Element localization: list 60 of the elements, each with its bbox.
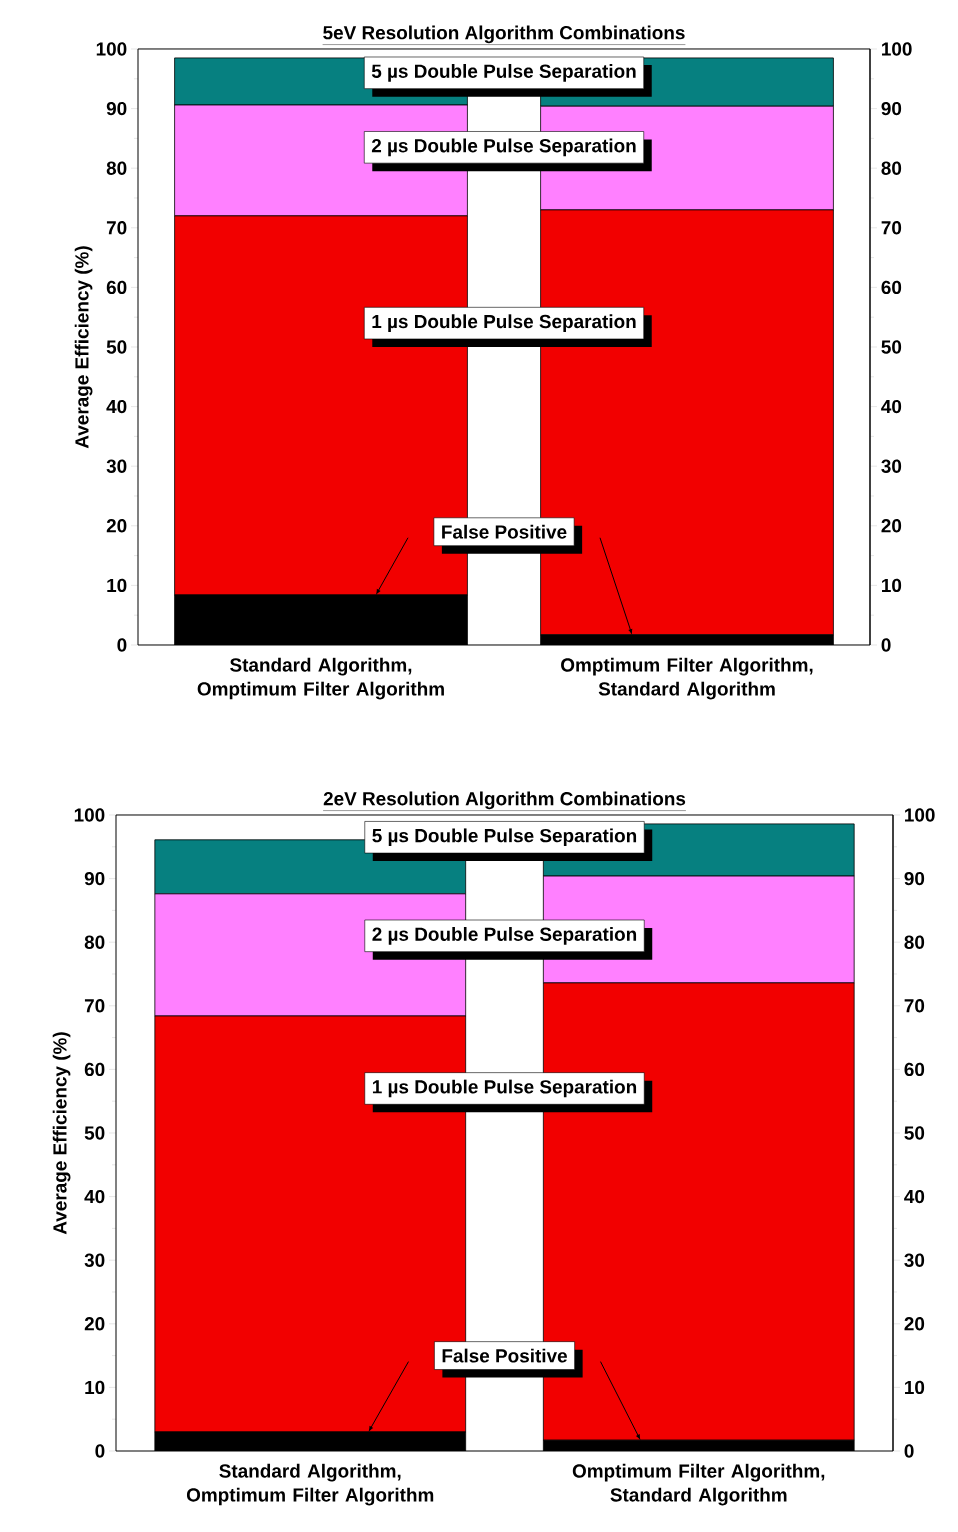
x-tick-label: Omptimum Filter Algorithm, Standard Algorithm xyxy=(572,1463,825,1506)
x-tick-label: Standard Algorithm, Omptimum Filter Algorithm xyxy=(186,1463,434,1506)
y-tick-label: 80 xyxy=(84,935,105,949)
series-label: 1 µs Double Pulse Separation xyxy=(372,314,636,332)
y-tick-label: 90 xyxy=(106,101,127,116)
y-tick-label: 100 xyxy=(96,42,127,56)
y2-tick-label: 50 xyxy=(881,340,902,354)
y-tick-label: 70 xyxy=(84,999,105,1013)
y2-tick-label: 30 xyxy=(904,1253,925,1267)
y2-tick-label: 0 xyxy=(881,638,891,652)
y2-tick-label: 40 xyxy=(904,1189,925,1204)
y-tick-label: 70 xyxy=(106,221,127,235)
text: False Positive xyxy=(442,524,567,539)
y2-tick-label: 100 xyxy=(905,808,935,822)
y-tick-label: 10 xyxy=(85,1380,105,1395)
y-tick-label: 30 xyxy=(106,459,127,473)
series-label: 5 µs Double Pulse Separation xyxy=(371,63,636,82)
y-tick-label: 80 xyxy=(106,161,127,175)
y2-tick-label: 80 xyxy=(904,935,925,949)
y2-tick-label: 10 xyxy=(882,578,902,593)
y-axis-title: Average Efficiency (%) xyxy=(52,1032,71,1235)
y2-tick-label: 90 xyxy=(881,101,902,116)
y-tick-label: 90 xyxy=(84,871,105,886)
series-label: 2 µs Double Pulse Separation xyxy=(371,138,636,157)
y2-tick-label: 10 xyxy=(905,1380,925,1395)
y2-tick-label: 70 xyxy=(904,999,925,1013)
y2-tick-label: 30 xyxy=(881,459,902,473)
y-tick-label: 100 xyxy=(74,808,105,822)
y2-tick-label: 60 xyxy=(881,280,902,295)
y-tick-label: 20 xyxy=(84,1317,105,1331)
y-tick-label: 60 xyxy=(84,1062,105,1077)
y-tick-label: 10 xyxy=(107,578,127,593)
y2-tick-label: 40 xyxy=(881,399,902,414)
y2-tick-label: 70 xyxy=(881,221,902,235)
y2-tick-label: 0 xyxy=(904,1444,914,1458)
chart-title: 5eV Resolution Algorithm Combinations xyxy=(323,25,685,44)
chart-title: 2eV Resolution Algorithm Combinations xyxy=(323,791,686,810)
y2-tick-label: 50 xyxy=(904,1126,925,1140)
y-tick-label: 50 xyxy=(106,340,127,354)
series-label: 5 µs Double Pulse Separation xyxy=(372,828,637,847)
y2-tick-label: 20 xyxy=(904,1317,925,1331)
y2-tick-label: 100 xyxy=(882,42,912,56)
y-tick-label: 30 xyxy=(84,1253,105,1267)
y2-tick-label: 80 xyxy=(881,161,902,175)
y-tick-label: 60 xyxy=(106,280,127,295)
text: 1 µs Double Pulse Separation xyxy=(372,1079,637,1098)
x-tick-label: Omptimum Filter Algorithm, Standard Algorithm xyxy=(561,657,813,700)
y-tick-label: 50 xyxy=(84,1126,105,1140)
y2-tick-label: 60 xyxy=(904,1062,925,1077)
y-tick-label: 40 xyxy=(84,1189,105,1204)
y-tick-label: 40 xyxy=(106,399,127,414)
y-axis-title: Average Efficiency (%) xyxy=(74,246,93,449)
y-tick-label: 20 xyxy=(106,519,127,533)
y2-tick-label: 90 xyxy=(904,871,925,886)
y-tick-label: 0 xyxy=(117,638,127,652)
y-tick-label: 0 xyxy=(95,1444,105,1458)
x-tick-label: Standard Algorithm, Omptimum Filter Algorithm xyxy=(197,657,444,700)
text: False Positive xyxy=(442,1348,567,1363)
series-label: 2 µs Double Pulse Separation xyxy=(372,927,637,945)
y2-tick-label: 20 xyxy=(881,519,902,533)
